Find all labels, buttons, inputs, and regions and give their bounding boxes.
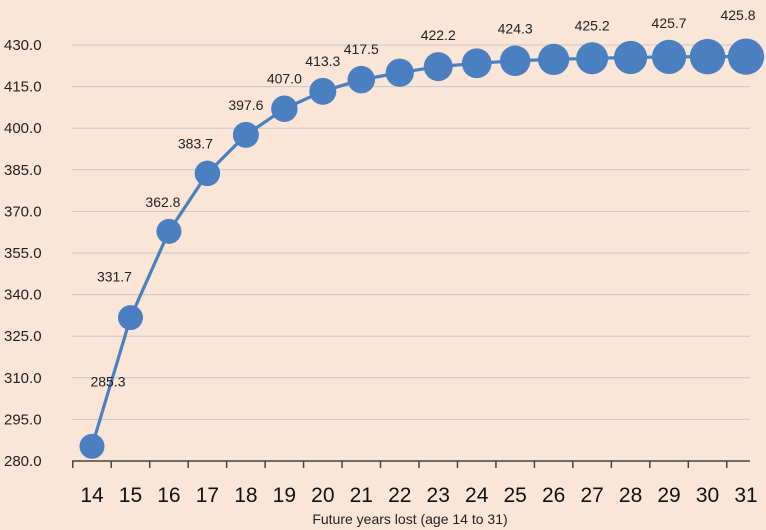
- data-point: [576, 42, 609, 75]
- x-tick-label: 24: [465, 484, 489, 507]
- y-tick-label: 415.0: [4, 79, 42, 96]
- x-axis-ticks: 14 15 16 17 18 19 20 21 22 23 24 25 26 27 28 29 30 31: [72, 461, 758, 507]
- y-tick-label: 430.0: [4, 37, 42, 54]
- data-label: 413.3: [305, 53, 340, 69]
- x-tick-label: 16: [157, 484, 180, 507]
- y-tick-label: 340.0: [4, 287, 42, 304]
- data-point: [271, 95, 298, 123]
- data-point: [156, 218, 182, 244]
- y-tick-label: 355.0: [4, 245, 42, 262]
- x-tick-label: 27: [580, 484, 603, 507]
- x-tick-label: 29: [657, 484, 680, 507]
- data-point: [423, 52, 453, 82]
- data-point: [79, 433, 105, 459]
- data-point: [117, 305, 143, 331]
- data-label: 425.8: [720, 7, 755, 23]
- data-point: [689, 38, 726, 75]
- data-point: [538, 43, 570, 76]
- data-point: [309, 77, 337, 105]
- x-tick-label: 15: [119, 484, 142, 507]
- y-tick-label: 310.0: [4, 370, 42, 387]
- x-tick-label: 26: [542, 484, 565, 507]
- data-label: 383.7: [178, 136, 213, 152]
- y-tick-label: 280.0: [4, 453, 42, 470]
- data-point: [385, 58, 414, 87]
- x-tick-label: 19: [273, 484, 296, 507]
- y-tick-label: 400.0: [4, 120, 42, 137]
- data-label: 424.3: [498, 21, 533, 37]
- data-point: [194, 160, 221, 187]
- data-point: [499, 45, 531, 77]
- data-point: [461, 48, 492, 79]
- data-point: [727, 38, 765, 75]
- x-tick-label: 18: [234, 484, 257, 507]
- data-point: [651, 39, 687, 75]
- x-axis-label: Future years lost (age 14 to 31): [312, 511, 507, 527]
- data-label: 425.7: [652, 15, 687, 31]
- data-label: 422.2: [421, 27, 456, 43]
- y-axis-ticks: 280.0 295.0 310.0 325.0 340.0 355.0 370.0 385.0…: [4, 37, 42, 470]
- data-label: 331.7: [97, 269, 132, 285]
- y-tick-label: 295.0: [4, 411, 42, 428]
- y-tick-label: 370.0: [4, 203, 42, 220]
- x-tick-label: 23: [427, 484, 450, 507]
- data-label: 425.2: [575, 17, 610, 33]
- x-tick-label: 20: [311, 484, 334, 507]
- data-point: [232, 121, 259, 148]
- data-labels: 285.3 331.7 362.8 383.7 397.6407.0413.3417.5…: [90, 7, 755, 389]
- y-tick-label: 385.0: [4, 162, 42, 179]
- data-points: [79, 38, 765, 459]
- x-tick-label: 14: [80, 484, 104, 507]
- x-tick-label: 22: [388, 484, 411, 507]
- x-tick-label: 30: [696, 484, 719, 507]
- series-line: [90, 55, 746, 447]
- x-tick-label: 21: [350, 484, 373, 507]
- data-point: [613, 40, 648, 75]
- data-point: [347, 65, 376, 94]
- x-tick-label: 17: [196, 484, 219, 507]
- x-tick-label: 31: [734, 484, 757, 507]
- y-tick-label: 325.0: [4, 328, 42, 345]
- x-tick-label: 25: [503, 484, 526, 507]
- data-label: 397.6: [228, 97, 263, 113]
- data-label: 362.8: [145, 194, 180, 210]
- data-label: 407.0: [267, 71, 302, 87]
- x-tick-label: 28: [619, 484, 642, 507]
- data-label: 417.5: [344, 41, 379, 57]
- data-label: 285.3: [90, 373, 125, 389]
